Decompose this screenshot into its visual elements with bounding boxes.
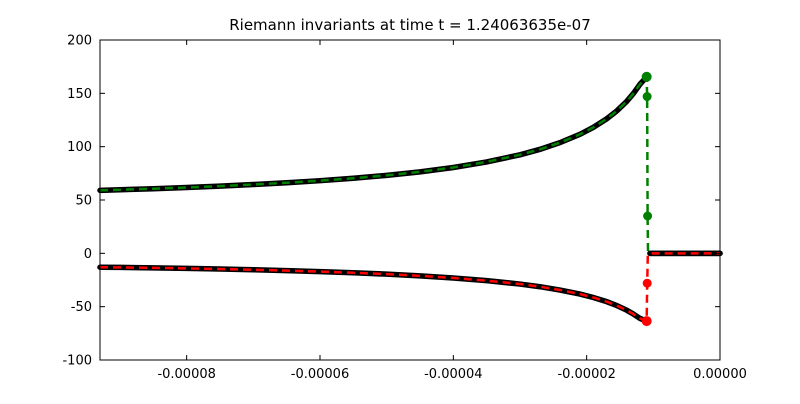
series-riemann-invariant-lower-underlay — [97, 264, 650, 324]
series-riemann-invariant-upper-marker — [642, 92, 652, 102]
plot-area: -0.00008 -0.00006 -0.00004 -0.00002 0.00000 -… — [62, 34, 746, 383]
chart-title: Riemann invariants at time t = 1.2406363… — [229, 16, 591, 34]
y-tick-label: 150 — [67, 87, 92, 102]
y-tick-label: 200 — [67, 34, 92, 49]
y-tick-label: -50 — [71, 300, 92, 315]
y-tick-label: 50 — [75, 194, 92, 209]
x-tick-label: -0.00004 — [424, 367, 482, 382]
x-tick-label: -0.00008 — [157, 367, 215, 382]
y-tick-label: 0 — [84, 247, 92, 262]
y-tick-label: -100 — [62, 354, 92, 369]
x-tick-label: -0.00002 — [557, 367, 615, 382]
x-tick-label: -0.00006 — [291, 367, 349, 382]
series-riemann-invariant-lower-marker — [642, 278, 652, 288]
series-riemann-invariant-upper-underlay — [97, 74, 650, 194]
x-tick-label: 0.00000 — [693, 367, 747, 382]
series-riemann-invariant-upper-marker — [641, 71, 652, 82]
series-riemann-invariant-upper-marker — [643, 211, 653, 221]
series-riemann-invariant-lower-marker — [641, 316, 652, 327]
y-tick-label: 100 — [67, 140, 92, 155]
